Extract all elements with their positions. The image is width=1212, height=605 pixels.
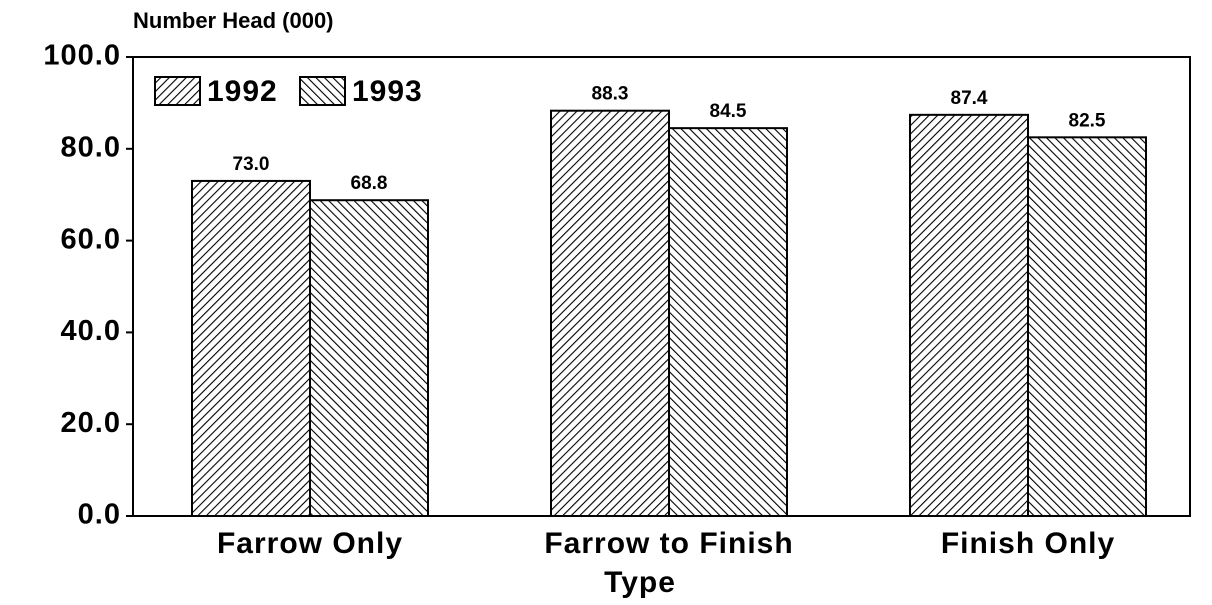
- value-label: 68.8: [351, 173, 388, 194]
- legend-swatch: [299, 76, 346, 106]
- y-tick-label: 40.0: [61, 315, 121, 347]
- value-label: 88.3: [592, 84, 629, 105]
- value-label: 73.0: [233, 154, 270, 175]
- x-tick-label: Farrow to Finish: [544, 527, 793, 560]
- bar: [1027, 136, 1147, 517]
- value-label: 82.5: [1069, 110, 1106, 131]
- y-axis-title: Number Head (000): [133, 8, 334, 33]
- y-tick-label: 100.0: [43, 40, 121, 72]
- legend-swatch: [154, 76, 201, 106]
- legend-label: 1992: [207, 75, 278, 108]
- bar: [909, 113, 1029, 517]
- bar: [191, 179, 311, 517]
- value-label: 87.4: [951, 88, 988, 109]
- legend-label: 1993: [352, 75, 423, 108]
- value-label: 84.5: [710, 101, 747, 122]
- y-tick-label: 20.0: [61, 407, 121, 439]
- x-tick-label: Finish Only: [941, 527, 1115, 560]
- bar: [550, 109, 670, 517]
- y-tick-label: 80.0: [61, 131, 121, 163]
- y-tick-label: 60.0: [61, 223, 121, 255]
- bar: [668, 127, 788, 518]
- bar: [309, 199, 429, 517]
- x-axis-title: Type: [604, 566, 676, 599]
- y-tick-label: 0.0: [78, 499, 121, 531]
- x-tick-label: Farrow Only: [217, 527, 403, 560]
